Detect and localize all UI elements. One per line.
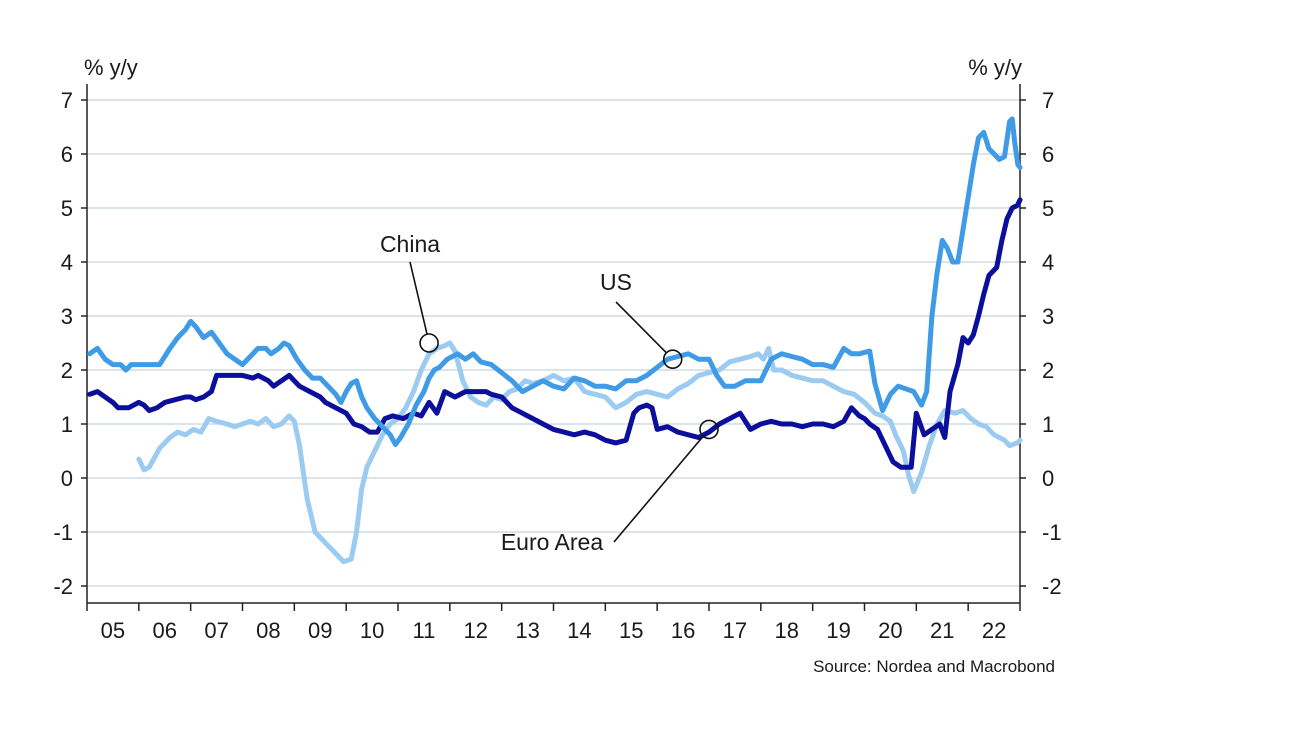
y-tick-label-right: 7 [1042,88,1054,113]
annotation-label-china: China [380,231,440,257]
annotations: China US Euro Area [380,231,719,555]
y-tick-label-right: 0 [1042,466,1054,491]
y-tick-label-left: 7 [61,88,73,113]
y-tick-label-left: 2 [61,358,73,383]
annotation-label-us: US [600,269,632,295]
y-axis-left-unit: % y/y [84,55,138,80]
y-tick-label-right: 5 [1042,196,1054,221]
y-tick-label-right: 4 [1042,250,1054,275]
x-tick-label: 08 [256,618,280,643]
annotation-leader [615,301,667,354]
y-tick-label-right: 2 [1042,358,1054,383]
x-tick-label: 19 [826,618,850,643]
annotation-leader [409,261,428,335]
y-tick-label-left: 1 [61,412,73,437]
annotation-marker [662,349,683,370]
y-tick-label-left: 0 [61,466,73,491]
x-tick-label: 21 [930,618,954,643]
x-tick-label: 16 [671,618,695,643]
gridlines [87,99,1020,587]
x-tick-label: 06 [153,618,177,643]
y-tick-label-left: -1 [53,520,73,545]
series-line-china [136,340,1023,565]
x-tick-label: 09 [308,618,332,643]
series-line-euro-area [87,197,1023,470]
x-tick-label: 22 [982,618,1006,643]
x-tick-label: 20 [878,618,902,643]
series-lines [87,116,1023,565]
x-tick-label: 07 [204,618,228,643]
annotation-marker [699,419,719,440]
x-tick-label: 05 [101,618,125,643]
source-note: Source: Nordea and Macrobond [813,657,1055,676]
x-tick-label: 17 [723,618,747,643]
y-axis-right-unit: % y/y [968,55,1022,80]
x-tick-label: 10 [360,618,384,643]
x-tick-label: 13 [515,618,539,643]
annotation-leader [613,435,704,543]
y-tick-label-right: -2 [1042,574,1062,599]
y-tick-label-right: -1 [1042,520,1062,545]
y-axis-right-ticks: 7 6 5 4 3 2 1 0 -1 -2 [1042,88,1062,599]
annotation-marker [419,333,439,353]
y-tick-label-right: 3 [1042,304,1054,329]
y-tick-label-left: 3 [61,304,73,329]
y-tick-label-right: 1 [1042,412,1054,437]
y-tick-label-left: 4 [61,250,73,275]
y-tick-label-left: 6 [61,142,73,167]
x-tick-label: 11 [412,618,435,643]
series-line-us [87,116,1023,447]
y-tick-label-left: 5 [61,196,73,221]
x-tick-label: 12 [464,618,488,643]
y-axis-left-ticks: 7 6 5 4 3 2 1 0 -1 -2 [53,88,73,599]
x-axis-ticks: 05 06 07 08 09 10 11 12 13 14 15 16 17 18 19 20 21 22 [101,618,1007,643]
x-tick-label: 14 [567,618,591,643]
annotation-label-euro-area: Euro Area [501,529,603,555]
axes [81,84,1026,611]
y-tick-label-right: 6 [1042,142,1054,167]
x-tick-label: 18 [775,618,799,643]
y-tick-label-left: -2 [53,574,73,599]
x-tick-label: 15 [619,618,643,643]
